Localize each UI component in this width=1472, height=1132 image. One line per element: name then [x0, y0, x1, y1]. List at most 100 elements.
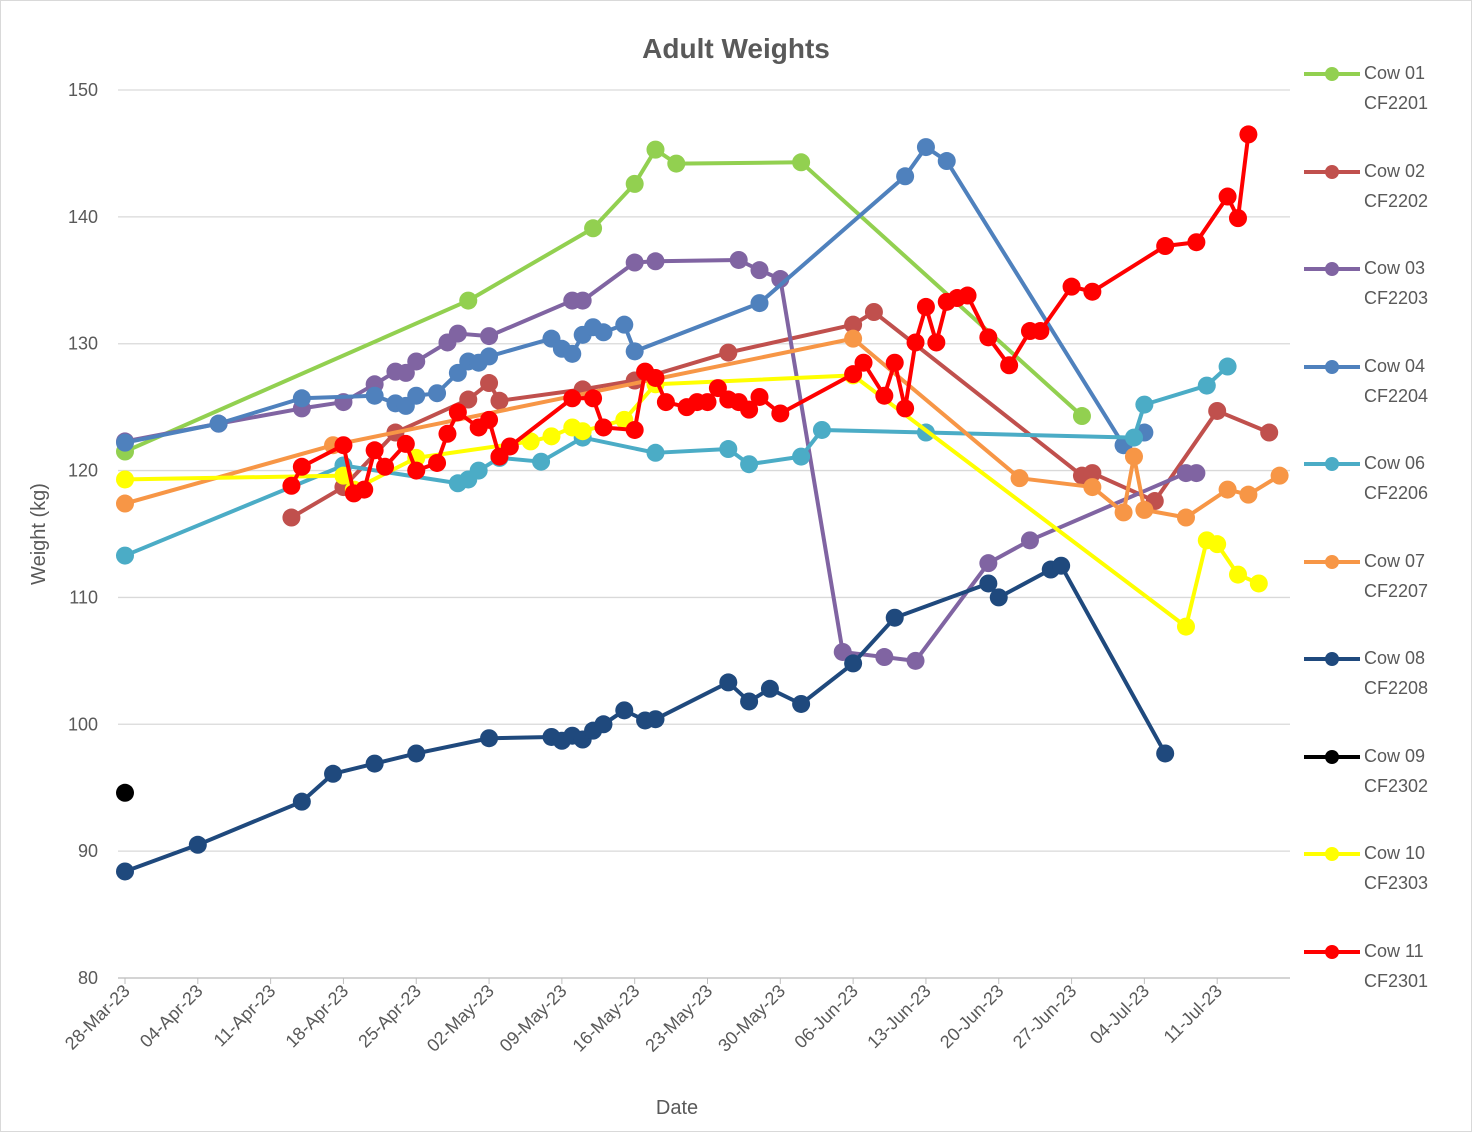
- legend: Cow 01 CF2201 Cow 02 CF2202 Cow 03 CF2203 C…: [1302, 58, 1472, 1033]
- data-point: [480, 347, 499, 366]
- data-point: [1083, 478, 1102, 497]
- data-point: [1176, 508, 1195, 527]
- legend-label: Cow 09 CF2302: [1364, 745, 1429, 796]
- data-point: [448, 324, 467, 343]
- data-point: [1156, 744, 1175, 763]
- data-point: [729, 250, 748, 269]
- data-point: [844, 329, 863, 348]
- data-point: [480, 374, 499, 393]
- data-point: [771, 404, 790, 423]
- legend-marker: [1325, 262, 1339, 276]
- legend-swatch: [1304, 749, 1360, 764]
- legend-marker: [1325, 847, 1339, 861]
- data-point: [448, 363, 467, 382]
- data-point: [1114, 503, 1133, 522]
- legend-label: Cow 07 CF2207: [1364, 550, 1429, 601]
- data-point: [365, 754, 384, 773]
- data-point: [116, 862, 134, 881]
- legend-swatch: [1304, 359, 1360, 374]
- data-point: [740, 400, 759, 419]
- series-line: [290, 310, 1270, 520]
- data-point: [407, 352, 426, 371]
- series-line: [124, 147, 1084, 454]
- data-point: [563, 389, 582, 408]
- legend-item: Cow 10 CF2303: [1302, 838, 1472, 936]
- data-point: [1031, 322, 1050, 341]
- data-point: [1010, 469, 1029, 488]
- data-point: [916, 138, 935, 157]
- legend-marker: [1325, 554, 1339, 569]
- data-point: [1218, 480, 1237, 499]
- y-tick-label: 130: [68, 334, 98, 354]
- data-point: [708, 379, 727, 398]
- data-point: [292, 389, 311, 408]
- data-point: [407, 386, 426, 405]
- legend-label: Cow 02 CF2202: [1364, 160, 1429, 211]
- data-point: [542, 427, 561, 446]
- data-point: [1176, 617, 1195, 636]
- data-point: [719, 673, 738, 692]
- data-point: [532, 452, 551, 471]
- legend-swatch: [1304, 554, 1360, 569]
- legend-item: Cow 06 CF2206: [1302, 448, 1472, 546]
- legend-swatch: [1304, 944, 1360, 959]
- data-point: [1218, 187, 1237, 206]
- data-point: [594, 715, 613, 734]
- legend-marker: [1325, 164, 1339, 179]
- data-point: [750, 387, 769, 406]
- data-point: [646, 252, 665, 271]
- data-point: [937, 152, 956, 171]
- y-tick-label: 90: [78, 841, 98, 861]
- data-point: [760, 679, 779, 698]
- data-point: [927, 333, 946, 352]
- data-point: [1062, 277, 1081, 296]
- y-tick-label: 140: [68, 207, 98, 227]
- legend-item: Cow 02 CF2202: [1302, 156, 1472, 254]
- data-point: [1187, 464, 1206, 483]
- data-point: [1239, 485, 1258, 504]
- data-point: [365, 441, 384, 460]
- legend-label: Cow 04 CF2204: [1364, 355, 1429, 406]
- legend-swatch: [1304, 164, 1360, 179]
- data-point: [428, 384, 447, 403]
- legend-label: Cow 10 CF2303: [1364, 843, 1429, 893]
- data-point: [833, 642, 852, 661]
- data-point: [1239, 125, 1258, 144]
- y-tick-label: 110: [69, 587, 98, 607]
- data-point: [864, 303, 883, 321]
- data-point: [116, 470, 134, 489]
- legend-item: Cow 11 CF2301: [1302, 936, 1472, 1034]
- data-point: [896, 399, 915, 418]
- data-point: [625, 342, 644, 361]
- data-point: [469, 461, 488, 480]
- data-point: [1228, 565, 1247, 584]
- data-point: [459, 291, 478, 310]
- legend-item: Cow 08 CF2208: [1302, 643, 1472, 741]
- data-point: [979, 328, 998, 347]
- data-point: [584, 389, 603, 408]
- legend-label: Cow 11 CF2301: [1364, 940, 1429, 991]
- legend-swatch: [1304, 67, 1360, 81]
- data-point: [1260, 423, 1279, 442]
- data-point: [500, 437, 519, 456]
- chart-title: Adult Weights: [642, 33, 830, 64]
- data-point: [376, 457, 395, 476]
- data-point: [958, 286, 977, 305]
- legend-swatch: [1304, 652, 1360, 666]
- legend-marker: [1325, 457, 1339, 471]
- data-point: [407, 744, 426, 763]
- data-point: [365, 386, 384, 405]
- data-point: [792, 153, 811, 172]
- data-point: [428, 453, 447, 472]
- data-point: [1228, 209, 1247, 228]
- data-point: [896, 167, 915, 186]
- data-point: [116, 783, 134, 802]
- legend-marker: [1325, 749, 1339, 764]
- data-point: [906, 333, 925, 352]
- legend-item: Cow 07 CF2207: [1302, 546, 1472, 644]
- data-point: [116, 546, 134, 565]
- data-point: [875, 386, 894, 405]
